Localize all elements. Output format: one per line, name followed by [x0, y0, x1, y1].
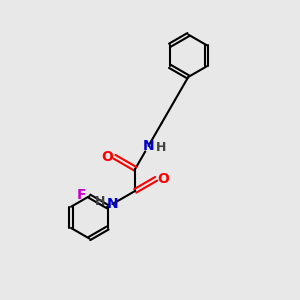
Text: N: N: [143, 139, 154, 153]
Text: N: N: [106, 197, 118, 211]
Text: O: O: [101, 150, 113, 164]
Text: H: H: [156, 141, 166, 154]
Text: O: O: [158, 172, 169, 186]
Text: H: H: [95, 195, 105, 208]
Text: F: F: [76, 188, 86, 202]
